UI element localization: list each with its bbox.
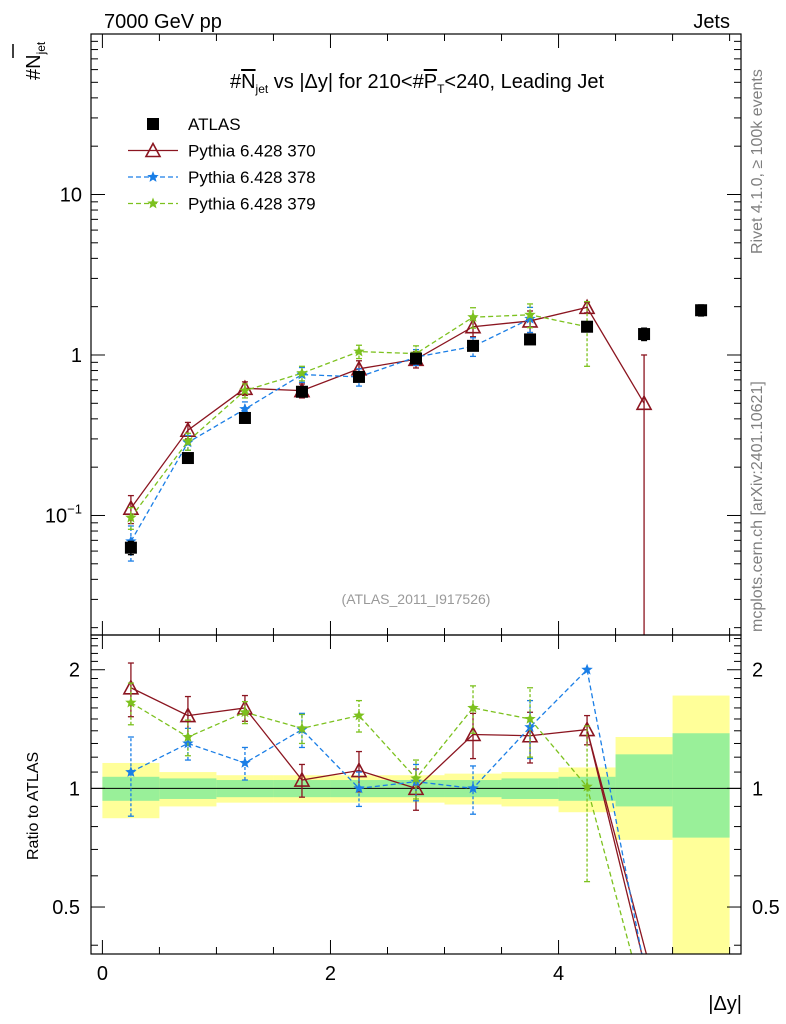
ratio-point-pythia-6-428-370: [293, 771, 311, 787]
chart-title: #Njet vs |Δy| for 210<#PT<240, Leading J…: [230, 71, 604, 96]
ratio-y-tick-label-left: 0.5: [52, 897, 80, 919]
ratio-point-pythia-6-428-379: [125, 696, 137, 708]
ratio-point-pythia-6-428-370: [637, 956, 651, 969]
ratio-point-pythia-6-428-379: [296, 722, 308, 734]
mcplots-label: mcplots.cern.ch [arXiv:2401.10621]: [749, 381, 766, 632]
ratio-point-pythia-6-428-370: [464, 725, 482, 742]
ratio-y-tick-label-right: 2: [752, 660, 763, 682]
main-point-atlas: [581, 320, 594, 333]
analysis-watermark: (ATLAS_2011_I917526): [342, 591, 491, 607]
main-point-pythia-6-428-370: [635, 394, 653, 411]
ratio-point-pythia-6-428-378: [125, 766, 137, 777]
main-point-atlas: [695, 304, 708, 317]
main-point-atlas: [238, 411, 251, 424]
ratio-point-pythia-6-428-379: [182, 731, 194, 742]
legend-label: ATLAS: [188, 115, 241, 134]
ratio-y-tick-label-right: 0.5: [752, 897, 780, 919]
ratio-plot-frame: [90, 634, 742, 955]
main-point-atlas: [524, 333, 537, 346]
header-process: Jets: [693, 11, 730, 33]
legend-label: Pythia 6.428 379: [188, 195, 316, 214]
legend-marker: [147, 171, 159, 182]
ratio-tail-pythia-6-428-370: [586, 729, 647, 954]
main-point-atlas: [181, 452, 194, 465]
main-point-pythia-6-428-379: [467, 311, 479, 322]
ratio-point-pythia-6-428-379: [581, 780, 593, 792]
x-tick-label: 4: [553, 963, 564, 985]
main-point-pythia-6-428-379: [125, 511, 137, 523]
ratio-line-pythia-6-428-379: [130, 702, 588, 788]
ratio-tail-pythia-6-428-378: [586, 669, 643, 954]
ratio-point-pythia-6-428-378: [239, 757, 251, 768]
main-point-pythia-6-428-379: [353, 345, 365, 357]
stat-uncertainty-band: [615, 754, 673, 807]
main-point-pythia-6-428-379: [239, 384, 251, 396]
legend-marker: [144, 141, 162, 158]
ratio-point-pythia-6-428-379: [239, 706, 251, 718]
ratio-y-tick-label-right: 1: [752, 778, 763, 800]
x-tick-label: 0: [97, 963, 108, 985]
main-point-pythia-6-428-379: [182, 435, 194, 447]
legend-label: Pythia 6.428 370: [188, 142, 316, 161]
x-tick-label: 2: [325, 963, 336, 985]
ratio-point-pythia-6-428-378: [353, 782, 365, 794]
x-axis-label: |Δy|: [708, 993, 742, 1015]
main-line-pythia-6-428-370: [130, 306, 645, 509]
y-label-main: #N: [23, 54, 45, 80]
y-label-sub: jet: [34, 41, 48, 55]
svg-text:#Njet: #Njet: [23, 41, 48, 80]
ratio-point-pythia-6-428-379: [353, 709, 365, 721]
main-point-atlas: [410, 352, 422, 365]
main-y-tick-label: 10−1: [45, 501, 82, 527]
main-y-tick-label: 1: [71, 345, 82, 367]
main-line-pythia-6-428-378: [130, 318, 531, 542]
rivet-label: Rivet 4.1.0, ≥ 100k events: [749, 69, 766, 254]
ratio-point-pythia-6-428-378: [581, 663, 593, 675]
ratio-point-pythia-6-428-378: [467, 782, 479, 794]
legend-label: Pythia 6.428 378: [188, 168, 316, 187]
main-point-atlas: [352, 370, 365, 383]
y-axis-label-ratio: Ratio to ATLAS: [25, 752, 42, 860]
legend-marker: [147, 197, 159, 209]
main-point-atlas: [467, 339, 480, 352]
ratio-point-pythia-6-428-379: [467, 701, 479, 713]
main-point-atlas: [295, 385, 308, 398]
header-energy: 7000 GeV pp: [104, 11, 222, 33]
ratio-point-pythia-6-428-379: [524, 713, 536, 724]
ratio-point-pythia-6-428-370: [179, 706, 197, 723]
main-point-atlas: [124, 541, 137, 554]
ratio-point-pythia-6-428-370: [350, 761, 368, 778]
main-point-pythia-6-428-378: [239, 403, 251, 414]
main-point-atlas: [638, 328, 651, 341]
legend-marker: [147, 118, 159, 130]
y-axis-label-top: #Njet: [23, 41, 48, 80]
main-y-tick-label: 10: [60, 184, 82, 206]
main-point-pythia-6-428-378: [524, 312, 536, 324]
main-point-pythia-6-428-370: [236, 379, 254, 396]
stat-uncertainty-band: [672, 733, 730, 838]
main-point-pythia-6-428-379: [524, 308, 536, 320]
ratio-tail-pythia-6-428-379: [586, 786, 633, 954]
ratio-line-pythia-6-428-370: [130, 687, 643, 954]
main-point-pythia-6-428-370: [464, 318, 482, 334]
ratio-point-pythia-6-428-379: [410, 772, 422, 784]
ratio-y-tick-label-left: 1: [69, 778, 80, 800]
main-point-pythia-6-428-379: [296, 367, 308, 379]
ratio-y-tick-label-left: 2: [69, 660, 80, 682]
